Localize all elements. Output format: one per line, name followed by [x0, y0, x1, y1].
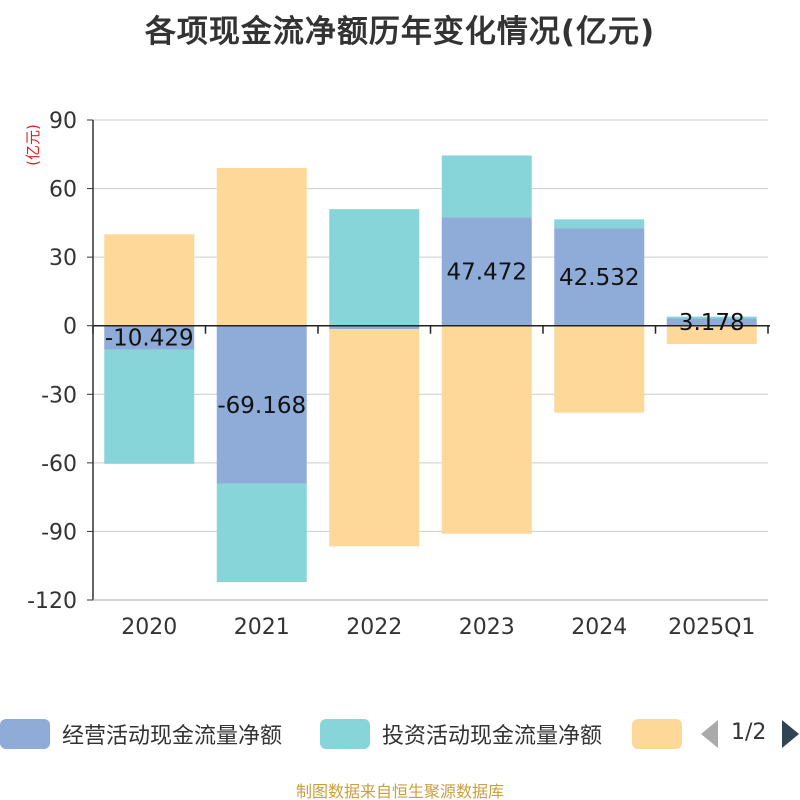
bar-segment [441, 217, 532, 326]
legend-swatch-investing [320, 719, 370, 749]
y-tick-label: -30 [41, 383, 77, 408]
bar-segment [441, 325, 532, 534]
data-source-note: 制图数据来自恒生聚源数据库 [295, 782, 504, 800]
bar-segment [216, 325, 307, 484]
data-label: 47.472 [447, 259, 527, 285]
bar-segment [329, 209, 420, 326]
data-label: -69.168 [217, 393, 306, 419]
x-tick-label: 2024 [571, 615, 627, 640]
data-label: 3.178 [679, 310, 745, 336]
y-tick-label: 90 [49, 109, 77, 134]
legend: 经营活动现金流量净额 投资活动现金流量净额 1/2 [0, 716, 800, 756]
y-axis-unit-label: (亿元) [24, 124, 42, 166]
bar-segment [666, 325, 757, 344]
x-tick-label: 2020 [121, 615, 177, 640]
bar-segment [554, 325, 645, 413]
bar-segment [666, 316, 757, 319]
legend-label-operating: 经营活动现金流量净额 [62, 724, 283, 749]
legend-item-third[interactable] [632, 716, 682, 752]
bar-segment [104, 234, 195, 326]
bar-segment [666, 318, 757, 326]
bar-segment [441, 155, 532, 218]
data-label: 42.532 [559, 265, 639, 291]
legend-item-operating[interactable]: 经营活动现金流量净额 [0, 716, 282, 752]
x-tick-label: 2023 [459, 615, 515, 640]
legend-prev-arrow-icon[interactable] [701, 720, 718, 748]
bar-segment [216, 168, 307, 326]
data-label: -10.429 [105, 326, 194, 352]
legend-label-investing: 投资活动现金流量净额 [382, 724, 603, 749]
bar-segment [329, 325, 420, 330]
y-tick-label: -120 [27, 589, 77, 614]
y-tick-label: -90 [41, 520, 77, 545]
chart-title: 各项现金流净额历年变化情况(亿元) [144, 14, 656, 50]
legend-next-arrow-icon[interactable] [782, 720, 799, 748]
bar-segment [554, 228, 645, 326]
y-tick-label: -60 [41, 452, 77, 477]
bar-segment [104, 349, 195, 464]
x-tick-label: 2025Q1 [668, 615, 755, 640]
y-tick-label: 0 [63, 315, 77, 340]
legend-swatch-operating [0, 719, 50, 749]
x-tick-label: 2021 [234, 615, 290, 640]
bar-segment [104, 325, 195, 350]
x-tick-label: 2022 [346, 615, 402, 640]
bar-segment [329, 329, 420, 547]
bar-segment [216, 483, 307, 583]
bar-segment [554, 219, 645, 229]
y-tick-label: 60 [49, 178, 77, 203]
legend-item-investing[interactable]: 投资活动现金流量净额 [320, 716, 602, 752]
legend-page-indicator: 1/2 [731, 720, 767, 745]
legend-swatch-third [632, 719, 682, 749]
y-tick-label: 30 [49, 246, 77, 271]
